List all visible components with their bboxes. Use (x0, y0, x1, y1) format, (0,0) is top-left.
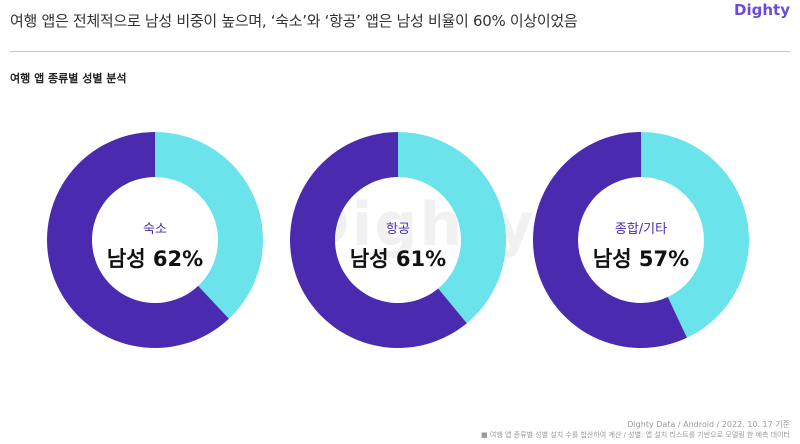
methodology-note: ■ 여행 앱 종류별 성별 설치 수를 합산하여 계산 / 성별: 앱 설치 리… (481, 431, 790, 439)
category-label: 숙소 (143, 222, 167, 237)
category-label: 항공 (386, 222, 410, 237)
donut-label-airline: 항공 남성 61% (318, 218, 478, 273)
percent-label: 남성 57% (592, 247, 690, 271)
male-slice-2 (533, 131, 687, 348)
divider (10, 51, 790, 52)
female-slice-1 (398, 132, 506, 324)
category-label: 종합/기타 (614, 222, 668, 237)
percent-label: 남성 61% (349, 247, 447, 271)
male-slice-1 (290, 132, 467, 349)
headline: 여행 앱은 전체적으로 남성 비중이 높으며, ‘숙소’와 ‘항공’ 앱은 남성… (10, 12, 578, 30)
donut-label-general: 종합/기타 남성 57% (561, 218, 721, 273)
chart-subtitle: 여행 앱 종류별 성별 분석 (10, 72, 127, 85)
male-slice-0 (46, 131, 229, 348)
percent-label: 남성 62% (106, 247, 204, 271)
source-note: Dighty Data / Android / 2022. 10. 17 기준 (627, 420, 790, 429)
female-slice-0 (155, 132, 263, 319)
female-slice-2 (641, 132, 750, 338)
donut-label-accommodation: 숙소 남성 62% (75, 218, 235, 273)
dighty-logo: Dighty (734, 1, 790, 19)
